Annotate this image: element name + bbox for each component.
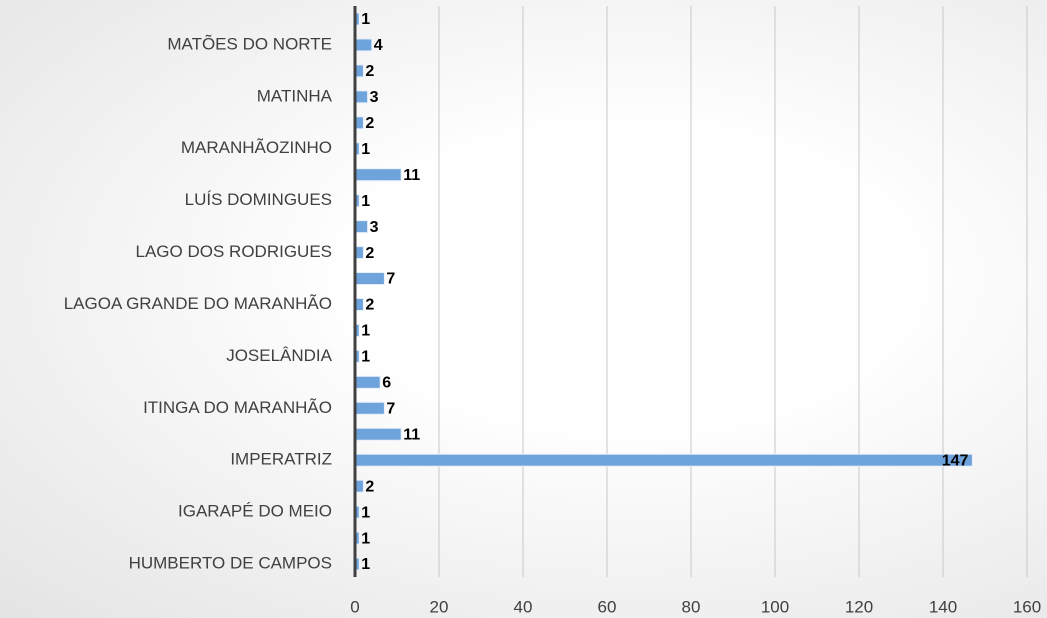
y-tick-label: JOSELÂNDIA bbox=[226, 346, 332, 365]
bar bbox=[354, 375, 381, 389]
data-label: 6 bbox=[382, 375, 391, 392]
data-label: 2 bbox=[365, 245, 374, 262]
data-label: 147 bbox=[942, 452, 969, 469]
bar bbox=[354, 453, 973, 467]
data-label: 1 bbox=[361, 504, 370, 521]
data-label: 1 bbox=[361, 141, 370, 158]
data-label: 7 bbox=[386, 271, 395, 288]
bar bbox=[354, 220, 369, 234]
data-label: 2 bbox=[365, 297, 374, 314]
y-tick-label: MATINHA bbox=[257, 86, 333, 105]
y-tick-label: IGARAPÉ DO MEIO bbox=[178, 502, 332, 521]
x-tick-label: 80 bbox=[682, 597, 701, 616]
data-label: 2 bbox=[365, 63, 374, 80]
data-label: 1 bbox=[361, 193, 370, 210]
bar bbox=[354, 168, 402, 182]
data-label: 1 bbox=[361, 530, 370, 547]
y-tick-label: HUMBERTO DE CAMPOS bbox=[129, 554, 332, 573]
x-tick-label: 100 bbox=[761, 597, 789, 616]
x-tick-label: 160 bbox=[1013, 597, 1041, 616]
y-tick-label: LAGO DOS RODRIGUES bbox=[136, 242, 332, 261]
bar bbox=[354, 90, 369, 104]
data-label: 1 bbox=[361, 349, 370, 366]
data-label: 1 bbox=[361, 323, 370, 340]
bar bbox=[354, 427, 402, 441]
data-label: 2 bbox=[365, 478, 374, 495]
bar bbox=[354, 38, 373, 52]
data-label: 3 bbox=[370, 89, 379, 106]
y-tick-label: ITINGA DO MARANHÃO bbox=[143, 398, 332, 417]
data-label: 7 bbox=[386, 401, 395, 418]
x-tick-label: 120 bbox=[845, 597, 873, 616]
data-label: 3 bbox=[370, 219, 379, 236]
data-label: 2 bbox=[365, 115, 374, 132]
y-tick-label: LAGOA GRANDE DO MARANHÃO bbox=[64, 294, 332, 313]
y-tick-label: MATÕES DO NORTE bbox=[167, 34, 332, 53]
y-tick-label: IMPERATRIZ bbox=[230, 450, 332, 469]
x-tick-label: 140 bbox=[929, 597, 957, 616]
x-tick-label: 20 bbox=[430, 597, 449, 616]
data-label: 11 bbox=[403, 426, 420, 443]
x-tick-label: 40 bbox=[514, 597, 533, 616]
data-label: 1 bbox=[361, 556, 370, 573]
data-label: 11 bbox=[403, 167, 420, 184]
x-tick-label: 0 bbox=[350, 597, 359, 616]
bar bbox=[354, 401, 385, 415]
y-tick-label: MARANHÃOZINHO bbox=[181, 138, 332, 157]
bar bbox=[354, 272, 385, 286]
data-label: 4 bbox=[374, 37, 383, 54]
x-tick-label: 60 bbox=[598, 597, 617, 616]
data-label: 1 bbox=[361, 11, 370, 28]
y-tick-label: LUÍS DOMINGUES bbox=[185, 190, 332, 209]
